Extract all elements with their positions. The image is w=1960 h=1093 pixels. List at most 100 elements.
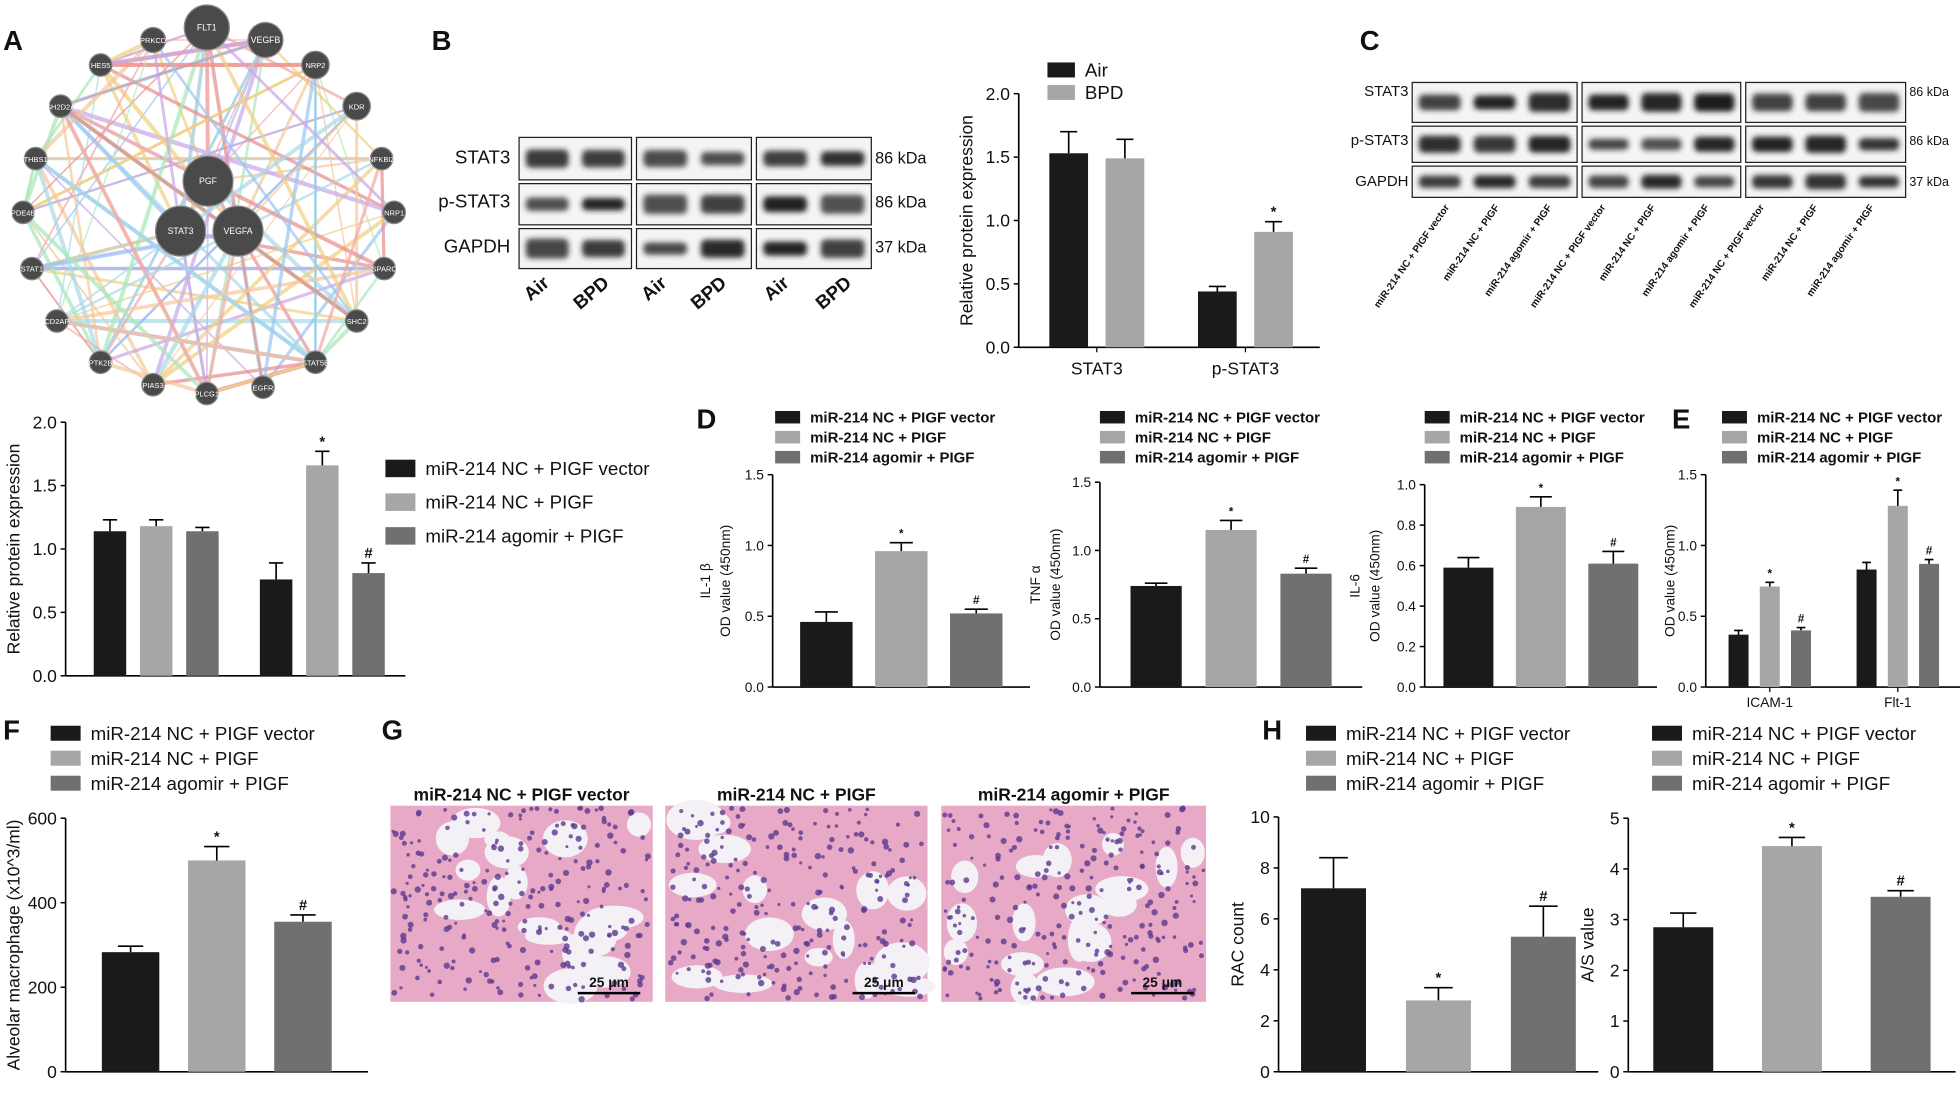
histology-nucleus bbox=[863, 961, 867, 965]
histology-nucleus bbox=[1030, 995, 1037, 1001]
histology-nucleus bbox=[677, 950, 682, 955]
histology-nucleus bbox=[808, 865, 812, 870]
histology-nucleus bbox=[1117, 986, 1123, 992]
legend-label: miR-214 NC + PIGF vector bbox=[1135, 409, 1320, 426]
network-edge bbox=[56, 39, 154, 322]
histology-nucleus bbox=[899, 938, 904, 943]
histology-nucleus bbox=[695, 824, 699, 828]
blot-lane-label: Air bbox=[637, 272, 670, 305]
histology-nucleus bbox=[1035, 931, 1041, 937]
histology-nucleus bbox=[746, 834, 752, 841]
histology-nucleus bbox=[421, 883, 425, 887]
histology-nucleus bbox=[452, 891, 458, 896]
histology-nucleus bbox=[1164, 811, 1171, 818]
network-edge bbox=[204, 27, 211, 182]
histology-nucleus bbox=[611, 980, 618, 987]
significance-mark: * bbox=[899, 528, 904, 541]
histology-nucleus bbox=[1012, 904, 1019, 911]
histology-nucleus bbox=[439, 891, 445, 897]
blot-lane-label: miR-214 agomir + PIGF bbox=[1805, 203, 1877, 299]
histology-nucleus bbox=[1099, 992, 1106, 999]
histology-nucleus bbox=[962, 913, 967, 918]
histology-nucleus bbox=[826, 944, 832, 950]
histology-nucleus bbox=[736, 902, 742, 907]
histology-nucleus bbox=[507, 812, 514, 818]
legend-label: miR-214 agomir + PIGF bbox=[1692, 773, 1890, 794]
histology-nucleus bbox=[463, 810, 470, 817]
histology-nucleus bbox=[813, 821, 817, 826]
histology-nucleus bbox=[1015, 981, 1020, 986]
network-node bbox=[301, 50, 330, 80]
histology-nucleus bbox=[903, 880, 909, 887]
histology-nucleus bbox=[1118, 847, 1123, 852]
bar bbox=[259, 579, 293, 676]
blot-band bbox=[1588, 175, 1629, 188]
network-edge bbox=[22, 63, 317, 214]
network-node-label: VEGFB bbox=[251, 35, 281, 45]
histology-nucleus bbox=[949, 879, 956, 886]
histology-nucleus bbox=[962, 948, 968, 954]
bar bbox=[1887, 505, 1908, 688]
histology-nucleus bbox=[1075, 970, 1082, 976]
histology-nucleus bbox=[407, 921, 414, 928]
legend-swatch bbox=[50, 725, 81, 741]
histology-nucleus bbox=[989, 896, 996, 903]
histology-nucleus bbox=[537, 993, 542, 998]
histology-nucleus bbox=[643, 897, 648, 902]
error-bar bbox=[1144, 582, 1168, 586]
histology-nucleus bbox=[1134, 811, 1139, 816]
histology-nucleus bbox=[568, 834, 573, 839]
histology-nucleus bbox=[897, 986, 902, 992]
histology-nucleus bbox=[405, 881, 409, 885]
histology-nucleus bbox=[909, 940, 916, 947]
histology-nucleus bbox=[823, 807, 829, 814]
histology-nucleus bbox=[878, 874, 883, 878]
histology-nucleus bbox=[533, 983, 537, 987]
histology-nucleus bbox=[588, 948, 594, 954]
histology-nucleus bbox=[568, 916, 575, 924]
y-tick-label: 2.0 bbox=[986, 84, 1011, 104]
histology-alveolus bbox=[726, 977, 756, 993]
blot-band bbox=[1641, 138, 1682, 151]
error-bar bbox=[315, 450, 330, 466]
blot-lane-label: miR-214 NC + PIGF bbox=[1441, 203, 1502, 284]
histology-nucleus bbox=[870, 840, 875, 845]
histology-nucleus bbox=[1023, 994, 1028, 1000]
network-node bbox=[369, 146, 394, 171]
network-edge bbox=[99, 63, 395, 214]
histology-nucleus bbox=[692, 877, 696, 882]
y-tick-label: 2 bbox=[1610, 960, 1620, 980]
histology-nucleus bbox=[952, 842, 958, 847]
legend-swatch bbox=[1652, 750, 1683, 766]
histology-nucleus bbox=[1133, 934, 1139, 940]
histology-nucleus bbox=[910, 918, 914, 922]
histology-nucleus bbox=[565, 927, 569, 931]
network-node-label: STAT3 bbox=[168, 226, 194, 236]
histology-nucleus bbox=[577, 806, 582, 811]
error-bar bbox=[361, 562, 376, 574]
blot-band bbox=[1805, 135, 1846, 153]
histology-nucleus bbox=[548, 883, 555, 890]
histology-nucleus bbox=[391, 989, 398, 996]
histology-nucleus bbox=[739, 806, 746, 813]
histology-nucleus bbox=[579, 911, 586, 917]
histology-nucleus bbox=[1033, 828, 1038, 832]
histology-nucleus bbox=[865, 872, 871, 878]
blot-band bbox=[700, 151, 745, 166]
histology-nucleus bbox=[573, 982, 578, 988]
histology-nucleus bbox=[544, 850, 549, 855]
y-tick-label: 10 bbox=[1250, 807, 1270, 827]
histology-nucleus bbox=[871, 861, 877, 867]
histology-nucleus bbox=[890, 868, 896, 873]
blot-band bbox=[525, 238, 569, 259]
histology-nucleus bbox=[598, 805, 604, 812]
histology-nucleus bbox=[621, 966, 627, 972]
blot-band bbox=[1528, 135, 1571, 153]
legend-label: miR-214 NC + PIGF bbox=[1346, 748, 1514, 769]
histology-nucleus bbox=[594, 842, 600, 848]
histology-nucleus bbox=[1016, 836, 1023, 843]
histology-nucleus bbox=[1038, 819, 1044, 825]
histology-nucleus bbox=[1096, 823, 1100, 828]
histology-nucleus bbox=[637, 974, 641, 978]
histology-nucleus bbox=[912, 875, 917, 880]
